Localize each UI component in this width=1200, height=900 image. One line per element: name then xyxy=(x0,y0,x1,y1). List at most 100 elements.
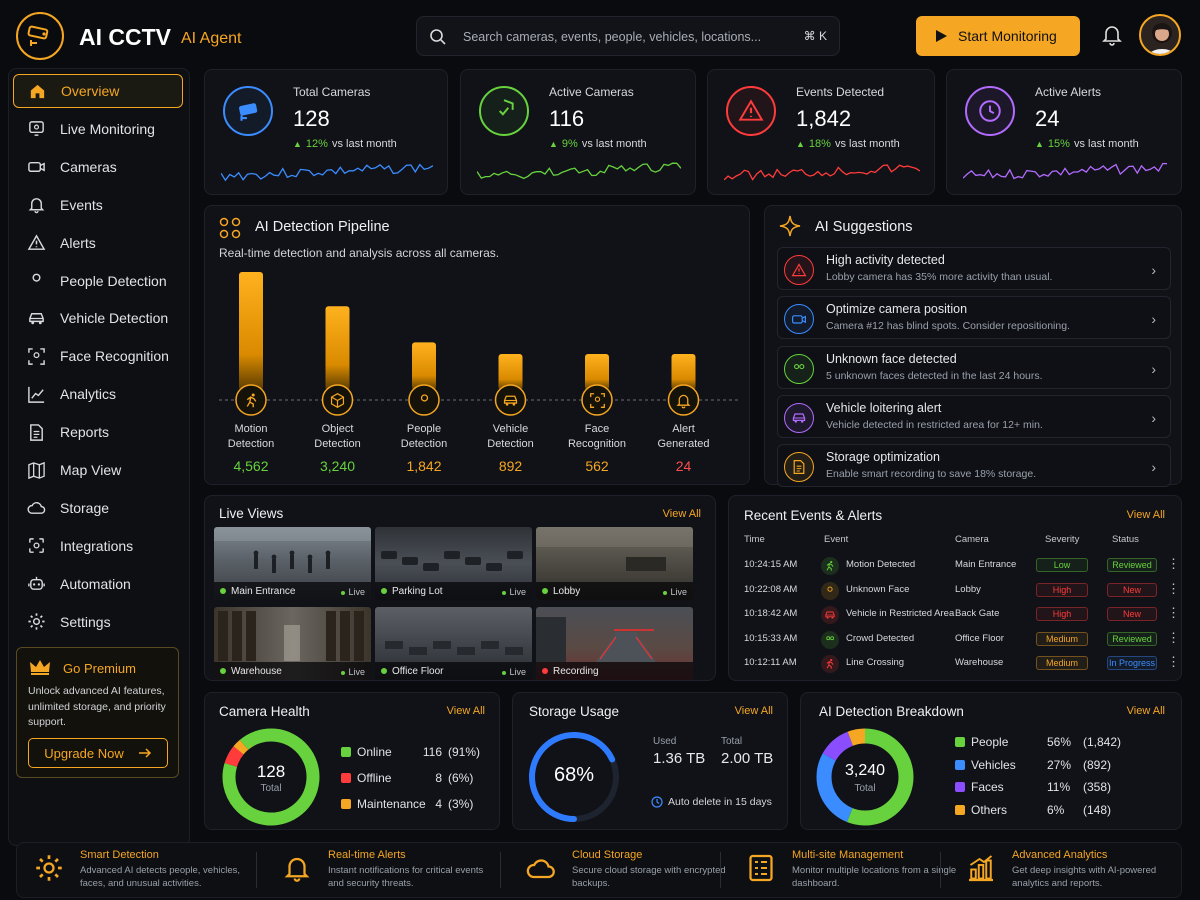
sidebar-item-reports[interactable]: Reports xyxy=(13,415,183,449)
live-status-label: Live xyxy=(348,667,365,677)
chevron-right-icon[interactable]: › xyxy=(1151,459,1156,476)
camera-name: Main Entrance xyxy=(231,585,296,597)
stat-card-active-alerts[interactable]: Active Alerts 24 ▲ 15% vs last month xyxy=(946,69,1182,195)
camera-feed-recording[interactable]: Recording xyxy=(536,607,693,680)
stat-change-suffix: vs last month xyxy=(1073,138,1139,150)
chevron-right-icon[interactable]: › xyxy=(1151,262,1156,278)
breakdown-view-all-link[interactable]: View All xyxy=(1126,705,1165,717)
document-icon xyxy=(27,423,46,442)
camera-feed-parking-lot[interactable]: Parking Lot Live xyxy=(375,527,532,600)
user-avatar-icon xyxy=(1148,23,1176,54)
pipeline-bar xyxy=(671,354,696,390)
stat-change-value: 15% xyxy=(1047,138,1070,150)
upgrade-now-button[interactable]: Upgrade Now xyxy=(28,738,168,768)
camera-feed-main-entrance[interactable]: Main Entrance Live xyxy=(214,527,371,600)
status-badge: New xyxy=(1107,607,1157,622)
sidebar-item-label: Settings xyxy=(60,613,111,630)
chevron-right-icon[interactable]: › xyxy=(1151,311,1156,328)
suggestion-item[interactable]: Storage optimization Enable smart recordi… xyxy=(777,444,1171,488)
storage-gauge-fill xyxy=(529,732,619,822)
sidebar-item-people-detection[interactable]: People Detection xyxy=(13,264,183,298)
sidebar-item-analytics[interactable]: Analytics xyxy=(13,377,183,411)
status-badge: Reviewed xyxy=(1107,631,1157,646)
suggestion-item[interactable]: Unknown face detected 5 unknown faces det… xyxy=(777,345,1171,389)
chevron-right-icon[interactable]: › xyxy=(1151,409,1156,426)
stat-value: 128 xyxy=(293,106,330,131)
sidebar-item-events[interactable]: Events xyxy=(13,188,183,222)
sidebar-item-face-recognition[interactable]: Face Recognition xyxy=(13,339,183,373)
camera-feed-warehouse[interactable]: Warehouse Live xyxy=(214,607,371,680)
camera-health-total-label: Total xyxy=(260,783,282,794)
status-badge: New xyxy=(1107,582,1157,597)
sidebar-item-settings[interactable]: Settings xyxy=(13,605,183,639)
camera-feed-lobby[interactable]: Lobby Live xyxy=(536,527,693,600)
camera-scene xyxy=(536,617,656,662)
legend-swatch xyxy=(955,759,965,770)
footer-divider xyxy=(500,852,501,888)
legend-percent: 6% xyxy=(1047,803,1065,818)
start-monitoring-button[interactable]: Start Monitoring xyxy=(916,16,1080,56)
camera-feed-office-floor[interactable]: Office Floor Live xyxy=(375,607,532,680)
warning-icon xyxy=(726,86,776,136)
stat-card-active-cameras[interactable]: Active Cameras 116 ▲ 9% vs last month xyxy=(460,69,696,195)
live-dot-icon xyxy=(220,588,226,594)
bell-icon xyxy=(675,392,692,409)
more-options-icon[interactable]: ⋮ xyxy=(1167,654,1180,670)
more-options-icon[interactable]: ⋮ xyxy=(1167,556,1180,571)
car-icon xyxy=(824,609,836,621)
event-name: Vehicle in Restricted Area xyxy=(846,608,955,620)
stat-change: ▲ 18% vs last month xyxy=(796,138,900,150)
sidebar-item-cameras[interactable]: Cameras xyxy=(13,150,183,184)
sidebar-item-alerts[interactable]: Alerts xyxy=(13,226,183,260)
stage-value: 24 xyxy=(675,458,692,474)
sidebar-item-label: Vehicle Detection xyxy=(60,310,169,327)
sidebar-item-storage[interactable]: Storage xyxy=(13,491,183,525)
avatar[interactable] xyxy=(1139,14,1181,56)
sidebar-item-map-view[interactable]: Map View xyxy=(13,453,183,487)
footer-feature-desc: Get deep insights with AI-powered analyt… xyxy=(1012,865,1157,889)
suggestion-item[interactable]: Optimize camera position Camera #12 has b… xyxy=(777,296,1171,340)
legend-label: Offline xyxy=(357,771,392,785)
storage-used-value: 1.36 TB xyxy=(653,750,706,767)
sidebar-item-automation[interactable]: Automation xyxy=(13,567,183,601)
suggestion-item[interactable]: Vehicle loitering alert Vehicle detected … xyxy=(777,394,1171,438)
warning-icon xyxy=(27,233,46,252)
suggestion-item[interactable]: High activity detected Lobby camera has 3… xyxy=(777,247,1171,290)
stage-value: 892 xyxy=(498,458,523,474)
stage-name-line1: Alert xyxy=(672,423,695,435)
sidebar-item-vehicle-detection[interactable]: Vehicle Detection xyxy=(13,301,183,335)
sidebar-item-overview[interactable]: Overview xyxy=(13,74,183,108)
legend-label: Faces xyxy=(971,780,1004,795)
upgrade-now-label: Upgrade Now xyxy=(44,745,124,761)
sidebar-item-live-monitoring[interactable]: Live Monitoring xyxy=(13,112,183,146)
storage-view-all-link[interactable]: View All xyxy=(734,705,773,717)
notification-bell-icon[interactable] xyxy=(1102,24,1122,46)
storage-total-label: Total xyxy=(721,736,743,747)
more-options-icon[interactable]: ⋮ xyxy=(1167,605,1180,621)
event-time: 10:12:11 AM xyxy=(744,657,797,669)
app-subtitle: AI Agent xyxy=(181,30,242,47)
events-header-time: Time xyxy=(744,534,765,545)
events-view-all-link[interactable]: View All xyxy=(1126,509,1165,521)
stage-value: 3,240 xyxy=(319,458,356,474)
start-monitoring-label: Start Monitoring xyxy=(958,28,1057,44)
car-icon xyxy=(791,410,807,426)
sidebar-item-integrations[interactable]: Integrations xyxy=(13,529,183,563)
search-input[interactable]: Search cameras, events, people, vehicles… xyxy=(463,30,762,44)
monitor-icon xyxy=(27,119,46,138)
chevron-right-icon[interactable]: › xyxy=(1151,360,1156,377)
stat-card-total-cameras[interactable]: Total Cameras 128 ▲ 12% vs last month xyxy=(204,69,448,195)
more-options-icon[interactable]: ⋮ xyxy=(1167,580,1180,596)
search-bar[interactable]: Search cameras, events, people, vehicles… xyxy=(416,16,840,56)
more-options-icon[interactable]: ⋮ xyxy=(1167,629,1180,645)
stat-value: 116 xyxy=(549,106,585,131)
live-status: Live xyxy=(663,587,687,597)
camera-health-view-all-link[interactable]: View All xyxy=(446,705,485,717)
event-icon xyxy=(821,630,839,649)
stat-card-events-detected[interactable]: Events Detected 1,842 ▲ 18% vs last month xyxy=(707,69,935,195)
camera-health-title: Camera Health xyxy=(219,704,310,719)
bell-icon xyxy=(27,195,46,214)
live-views-view-all-link[interactable]: View All xyxy=(662,508,701,520)
running-person-icon xyxy=(824,658,836,670)
event-icon xyxy=(821,606,839,625)
